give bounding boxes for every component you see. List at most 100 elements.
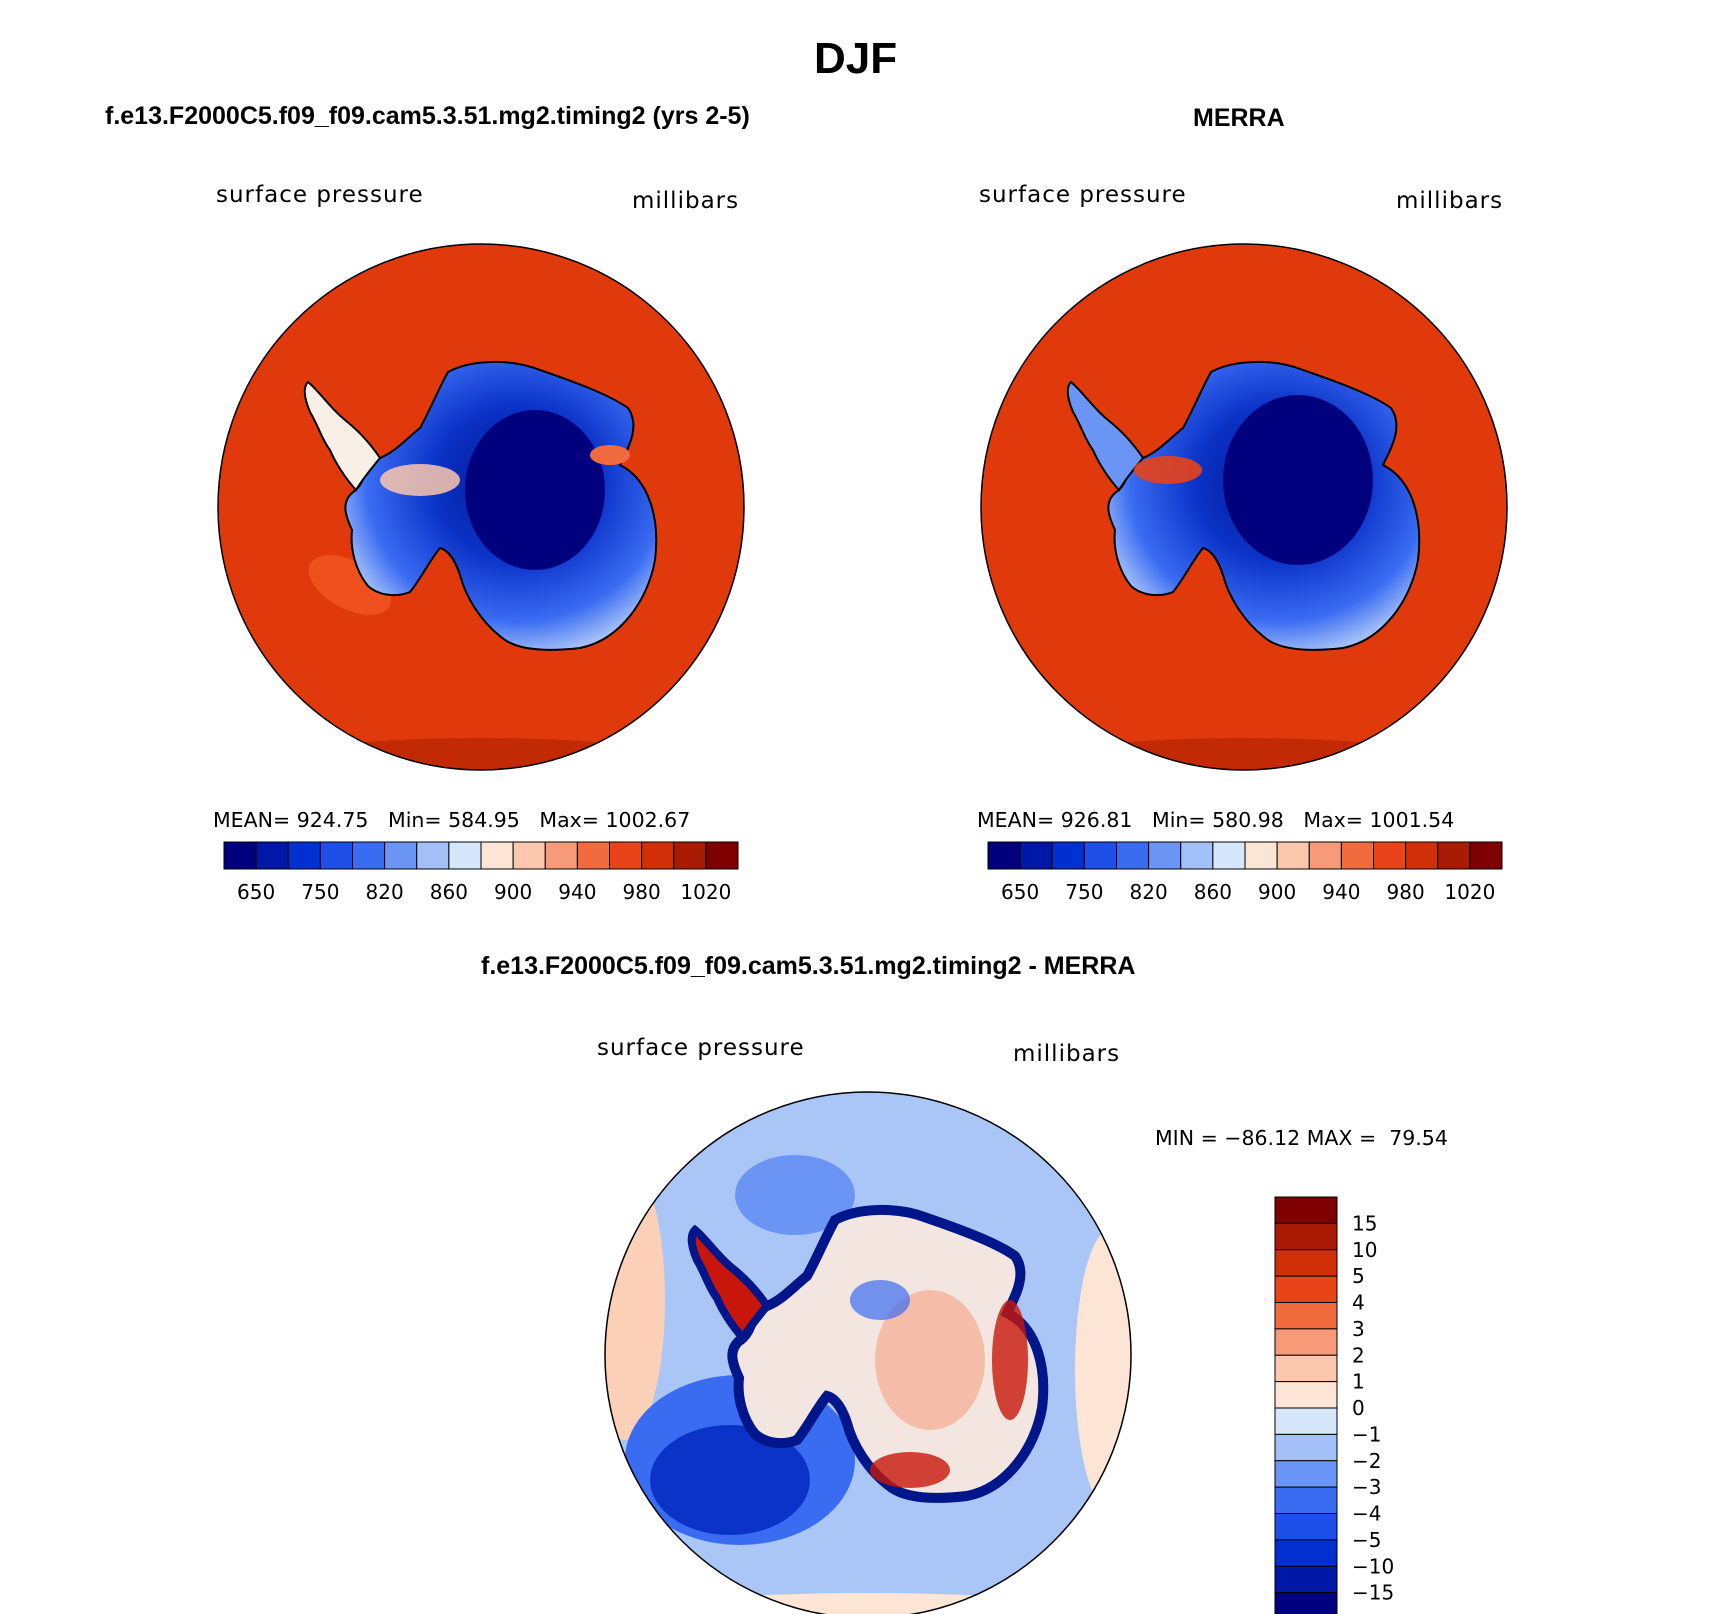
colorbar-tick-label: 750 xyxy=(1065,880,1103,904)
colorbar-swatch xyxy=(1274,1433,1338,1462)
stats-model: MEAN= 924.75 Min= 584.95 Max= 1002.67 xyxy=(213,808,690,832)
figure-title: DJF xyxy=(814,34,898,83)
negative-anomaly-interior xyxy=(850,1280,910,1320)
positive-anomaly-east xyxy=(1075,1230,1131,1510)
positive-anomaly-south xyxy=(628,1593,1108,1614)
map-border-circle xyxy=(980,243,1508,771)
colorbar-tick-label: 0 xyxy=(1352,1396,1365,1420)
colorbar-swatch xyxy=(1276,841,1310,870)
min-value: 580.98 xyxy=(1212,808,1284,832)
colorbar-swatch xyxy=(223,841,257,870)
colorbar-swatch xyxy=(1148,841,1182,870)
colorbar-tick-label: 15 xyxy=(1352,1211,1377,1235)
map-model xyxy=(217,243,745,771)
min-value: 584.95 xyxy=(448,808,520,832)
panel-title-diff: f.e13.F2000C5.f09_f09.cam5.3.51.mg2.timi… xyxy=(481,952,1136,980)
colorbar-tick-label: 820 xyxy=(1130,880,1168,904)
max-value: 1001.54 xyxy=(1369,808,1455,832)
colorbar-swatch xyxy=(1469,841,1503,870)
max-prefix: Max= xyxy=(539,808,599,832)
ice-shelf-warm-spot xyxy=(1134,456,1202,484)
diff-max-value: 79.54 xyxy=(1389,1126,1448,1150)
mean-prefix: MEAN= xyxy=(213,808,291,832)
colorbar-swatch xyxy=(544,841,578,870)
mean-prefix: MEAN= xyxy=(977,808,1055,832)
colorbar-tick-label: 980 xyxy=(1387,880,1425,904)
colorbar-tick-label: −2 xyxy=(1352,1449,1381,1473)
colorbar-tick-label: −10 xyxy=(1352,1554,1394,1578)
colorbar-swatch xyxy=(1083,841,1117,870)
ice-plateau-core xyxy=(1223,395,1373,565)
min-prefix: Min= xyxy=(388,808,442,832)
colorbar-tick-label: −4 xyxy=(1352,1502,1381,1526)
colorbar-swatch xyxy=(1212,841,1246,870)
max-prefix: Max= xyxy=(1303,808,1363,832)
colorbar-swatch xyxy=(1274,1328,1338,1356)
max-value: 1002.67 xyxy=(605,808,691,832)
panel-title-model: f.e13.F2000C5.f09_f09.cam5.3.51.mg2.timi… xyxy=(105,102,750,130)
colorbar-tick-label: −5 xyxy=(1352,1528,1381,1552)
diff-max-prefix: MAX = xyxy=(1306,1126,1377,1150)
colorbar-swatch xyxy=(1274,1196,1338,1224)
colorbar-tick-label: 750 xyxy=(301,880,339,904)
map-border-circle xyxy=(217,243,745,771)
ice-shelf-pale-band xyxy=(380,464,460,496)
units-label-diff: millibars xyxy=(1013,1041,1121,1067)
colorbar-tick-label: −3 xyxy=(1352,1475,1381,1499)
colorbar-swatch xyxy=(352,841,386,870)
panel-title-obs: MERRA xyxy=(1193,104,1285,132)
colorbar-swatch xyxy=(1180,841,1214,870)
colorbar-swatch xyxy=(512,841,546,870)
mean-value: 926.81 xyxy=(1060,808,1133,832)
colorbar-tick-label: 940 xyxy=(558,880,596,904)
colorbar-tick-label: 900 xyxy=(494,880,532,904)
colorbar-tick-label: −1 xyxy=(1352,1422,1381,1446)
ice-shelf-warm-spot xyxy=(590,445,630,465)
colorbar-swatch xyxy=(1437,841,1471,870)
colorbar-tick-label: 940 xyxy=(1322,880,1360,904)
colorbar-tick-label: 2 xyxy=(1352,1343,1365,1367)
colorbar-tick-label: 980 xyxy=(623,880,661,904)
colorbar-swatch xyxy=(1274,1249,1338,1277)
colorbar-swatch xyxy=(1274,1275,1338,1303)
colorbar-swatch xyxy=(1274,1222,1338,1251)
map-diff xyxy=(604,1091,1132,1614)
colorbar-swatch xyxy=(255,841,289,870)
colorbar-tick-label: 650 xyxy=(1001,880,1039,904)
variable-label-diff: surface pressure xyxy=(597,1035,805,1061)
colorbar-tick-label: −15 xyxy=(1352,1581,1394,1605)
positive-anomaly-coast-east xyxy=(992,1300,1028,1420)
stats-obs: MEAN= 926.81 Min= 580.98 Max= 1001.54 xyxy=(977,808,1454,832)
units-label-obs: millibars xyxy=(1396,188,1504,214)
diff-min-prefix: MIN = xyxy=(1155,1126,1218,1150)
antarctic-peninsula xyxy=(687,1224,772,1345)
colorbar-swatch xyxy=(287,841,321,870)
colorbar-swatch xyxy=(416,841,450,870)
colorbar-swatch xyxy=(641,841,675,870)
colorbar-swatch xyxy=(1274,1381,1338,1409)
colorbar-swatch xyxy=(1274,1486,1338,1514)
colorbar-swatch xyxy=(705,841,739,870)
map-border-circle xyxy=(604,1091,1132,1614)
colorbar-tick-label: 1 xyxy=(1352,1370,1365,1394)
colorbar-swatch xyxy=(1244,841,1278,870)
colorbar-swatch xyxy=(1274,1460,1338,1488)
colorbar-tick-label: 10 xyxy=(1352,1238,1377,1262)
stats-diff: MIN = −86.12 MAX = 79.54 xyxy=(1155,1126,1448,1150)
negative-anomaly-core xyxy=(650,1425,810,1535)
colorbar-swatch xyxy=(1274,1302,1338,1330)
ocean-edge-band xyxy=(218,738,744,770)
colorbar-obs: 650 750 820 860 900 940 980 1020 xyxy=(987,841,1503,904)
colorbar-swatch xyxy=(576,841,610,870)
negative-anomaly-north xyxy=(735,1155,855,1235)
colorbar-model: 650 750 820 860 900 940 980 1020 xyxy=(223,841,739,904)
colorbar-swatch xyxy=(609,841,643,870)
diff-min-value: −86.12 xyxy=(1224,1126,1301,1150)
colorbar-swatch xyxy=(1274,1539,1338,1567)
min-prefix: Min= xyxy=(1152,808,1206,832)
colorbar-tick-label: 820 xyxy=(366,880,404,904)
colorbar-swatch xyxy=(1308,841,1342,870)
colorbar-swatch xyxy=(1373,841,1407,870)
colorbar-tick-label: 650 xyxy=(237,880,275,904)
